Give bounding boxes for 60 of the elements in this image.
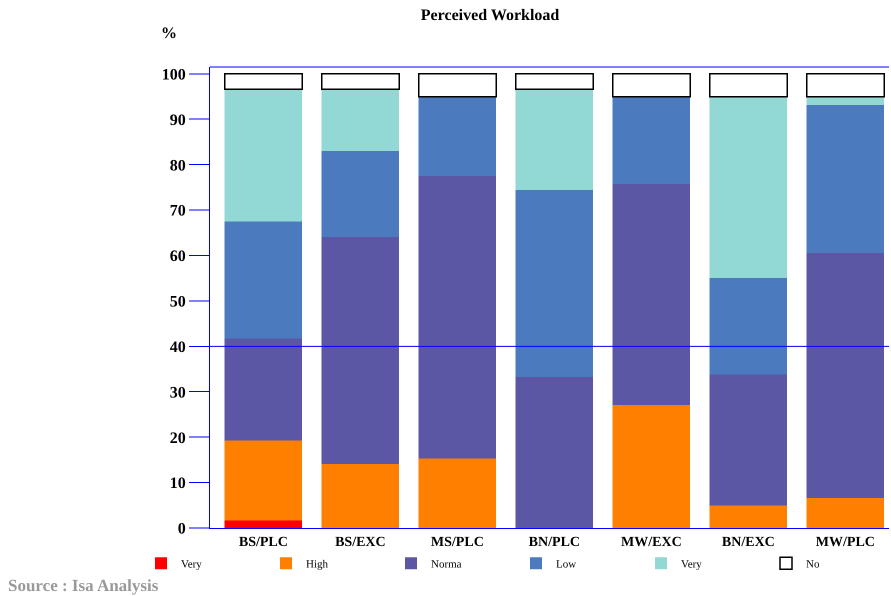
bar [514, 73, 594, 90]
bar [612, 184, 690, 405]
x-tick-label: BN/EXC [722, 534, 775, 550]
bar [224, 440, 302, 521]
bar [806, 252, 884, 498]
chart-title: Perceived Workload [420, 7, 560, 24]
legend-label: No [806, 558, 820, 571]
x-tick-label: BS/EXC [335, 534, 386, 550]
bar [418, 96, 496, 176]
bar [322, 151, 400, 237]
y-tick-label: 40 [170, 338, 186, 356]
bar [710, 374, 788, 506]
bar [224, 338, 302, 440]
bar [320, 73, 400, 90]
x-tick-label: MS/PLC [430, 534, 484, 550]
y-tick-label: 30 [170, 384, 186, 402]
y-axis-title: % [161, 25, 177, 42]
bar [806, 105, 884, 253]
bar [322, 464, 400, 528]
x-tick-label: BN/PLC [528, 534, 580, 550]
y-tick-label: 90 [170, 112, 186, 129]
bar [322, 89, 400, 152]
bar [708, 73, 788, 98]
x-tick-label: BS/PLC [238, 534, 288, 550]
legend-label: Very [181, 558, 202, 571]
bar [710, 96, 788, 278]
bar [224, 73, 303, 90]
bar [710, 278, 788, 374]
source-note: Source : Isa Analysis [8, 576, 159, 595]
bar [612, 96, 690, 184]
bar [224, 89, 302, 222]
y-tick-label: 100 [162, 66, 186, 84]
bar [224, 520, 302, 528]
legend-label: Norma [431, 558, 462, 571]
bar [806, 96, 884, 106]
legend-label: High [306, 558, 328, 571]
bar [322, 236, 400, 464]
x-tick-label: MW/EXC [621, 534, 682, 550]
legend-label: Very [681, 558, 702, 571]
y-tick-label: 80 [170, 157, 186, 174]
y-tick-label: 10 [170, 475, 186, 492]
y-tick-label: 70 [170, 202, 186, 220]
y-tick-label: 50 [170, 294, 186, 311]
bar [612, 73, 691, 98]
y-tick-label: 20 [170, 430, 186, 447]
x-tick-label: MW/PLC [816, 534, 875, 550]
bar [516, 89, 594, 190]
bar [612, 404, 690, 528]
bar [418, 176, 496, 459]
bar [806, 73, 885, 98]
bar [516, 376, 594, 528]
bar [418, 73, 497, 98]
bar [710, 505, 788, 528]
bar [224, 221, 302, 339]
bar [516, 190, 594, 377]
bar [806, 498, 884, 528]
bar [418, 458, 496, 528]
legend-label: Low [556, 558, 576, 571]
y-tick-label: 60 [170, 248, 186, 266]
y-tick-label: 0 [178, 520, 186, 538]
